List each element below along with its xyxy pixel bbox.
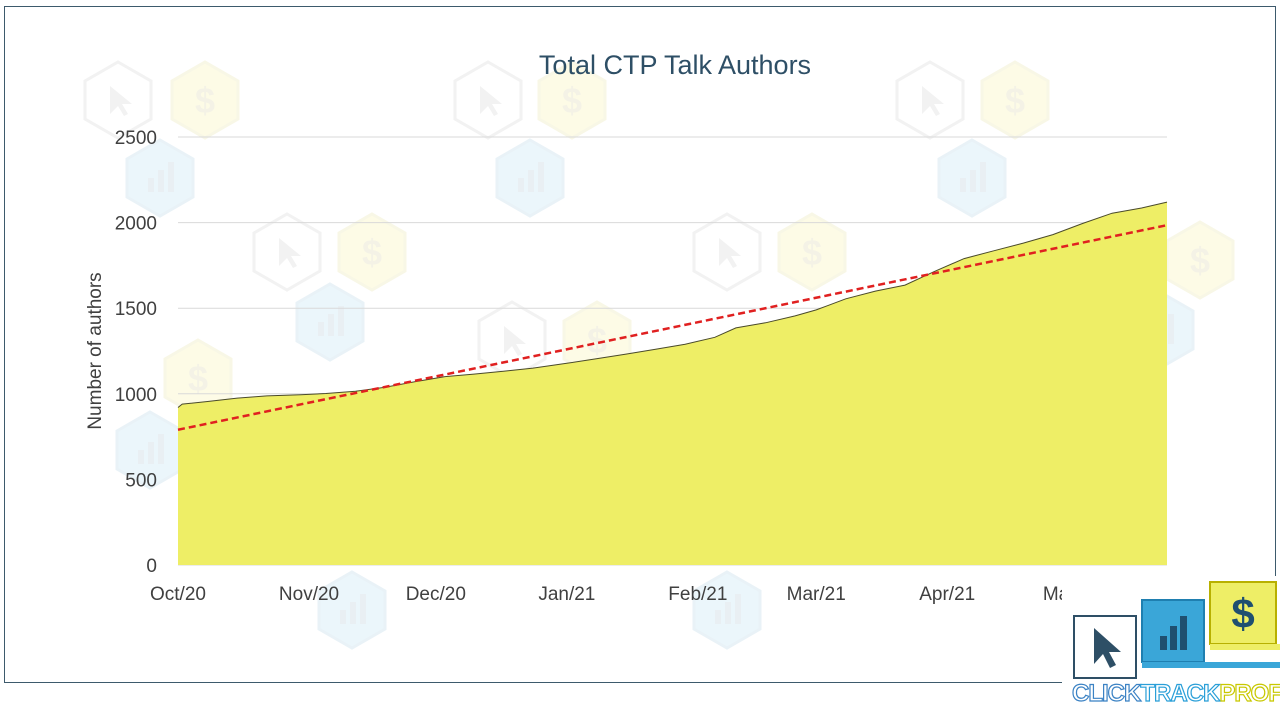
svg-text:$: $ bbox=[562, 80, 582, 121]
y-tick-label: 1000 bbox=[115, 385, 157, 406]
y-tick-label: 2000 bbox=[115, 214, 157, 235]
svg-text:$: $ bbox=[362, 232, 382, 273]
cursor-icon bbox=[1094, 628, 1121, 668]
bar-chart-icon bbox=[1160, 616, 1187, 650]
series-area bbox=[178, 202, 1167, 565]
series-area-outline bbox=[177, 201, 1168, 408]
logo-wordmark: CLICKTRACKPROFIT bbox=[1071, 679, 1280, 708]
logo-word-track: TRACK bbox=[1140, 679, 1221, 707]
logo-word-click: CLICK bbox=[1071, 679, 1142, 707]
svg-text:$: $ bbox=[587, 320, 607, 361]
x-tick-label: Mar/21 bbox=[787, 584, 846, 605]
y-tick-label: 2500 bbox=[115, 128, 157, 149]
y-tick-label: 1500 bbox=[115, 299, 157, 320]
svg-text:$: $ bbox=[195, 80, 215, 121]
x-tick-label: Nov/20 bbox=[279, 584, 339, 605]
x-tick-label: Dec/20 bbox=[406, 584, 466, 605]
y-tick-label: 0 bbox=[146, 556, 157, 577]
x-tick-label: Apr/21 bbox=[919, 584, 975, 605]
y-tick-label: 500 bbox=[125, 470, 157, 491]
dollar-icon: $ bbox=[1231, 590, 1254, 637]
x-tick-label: Oct/20 bbox=[150, 584, 206, 605]
x-tick-label: Jan/21 bbox=[538, 584, 595, 605]
logo-stripe-2 bbox=[1210, 644, 1280, 650]
trendline bbox=[177, 223, 1168, 431]
logo-stripe bbox=[1142, 662, 1280, 668]
chart-title: Total CTP Talk Authors bbox=[539, 50, 811, 80]
logo-cursor-box bbox=[1073, 615, 1137, 679]
x-tick-label: Feb/21 bbox=[668, 584, 727, 605]
logo-graphic: $ bbox=[1073, 581, 1280, 679]
svg-text:$: $ bbox=[802, 232, 822, 273]
svg-text:$: $ bbox=[1190, 240, 1210, 281]
y-axis-ticks: 0 500 1000 1500 2000 2500 bbox=[115, 128, 157, 577]
logo-dollar-box bbox=[1209, 581, 1277, 645]
clicktrackprofit-logo: $ bbox=[1062, 576, 1280, 708]
x-axis-ticks: Oct/20 Nov/20 Dec/20 Jan/21 Feb/21 Mar/21 Apr/… bbox=[150, 584, 1105, 605]
svg-text:$: $ bbox=[1005, 80, 1025, 121]
series-layer bbox=[177, 201, 1168, 565]
y-axis-title: Number of authors bbox=[85, 272, 106, 429]
svg-text:$: $ bbox=[188, 358, 208, 399]
logo-word-profit: PROFIT bbox=[1219, 679, 1280, 707]
